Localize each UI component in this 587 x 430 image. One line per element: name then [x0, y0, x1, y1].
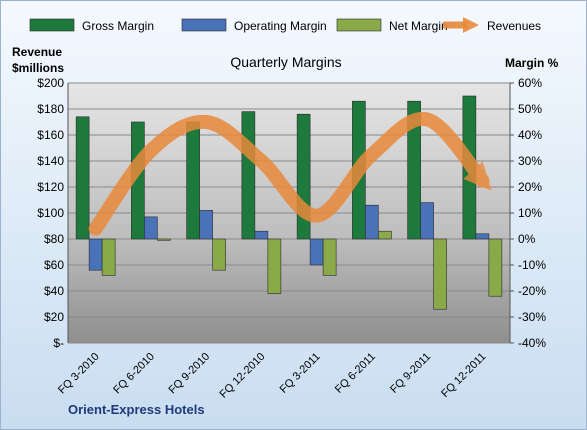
legend-label: Revenues [487, 19, 541, 33]
bar-operating-margin [144, 216, 158, 240]
bar-net-margin [378, 230, 392, 240]
legend: Gross Margin Operating Margin Net Margin Re… [29, 17, 541, 33]
left-tick-label: $160 [37, 128, 64, 142]
right-tick-label: 50% [518, 102, 542, 116]
right-tick-label: 0% [518, 232, 536, 246]
bar-operating-margin [254, 230, 269, 240]
left-tick-label: $200 [37, 76, 64, 90]
bar-net-margin [322, 238, 337, 276]
legend-label: Operating Margin [234, 19, 327, 33]
bar-gross-margin [407, 100, 421, 240]
right-tick-label: 10% [518, 206, 542, 220]
left-tick-label: $180 [37, 102, 64, 116]
right-tick-label: -40% [518, 336, 546, 350]
legend-arrow-revenues [463, 17, 479, 33]
bar-operating-margin [420, 202, 434, 240]
left-tick-label: $80 [44, 232, 64, 246]
revenue-line [88, 111, 492, 236]
legend-swatch-gross-margin [29, 18, 75, 32]
bar-operating-margin [475, 233, 490, 240]
right-tick-label: -30% [518, 310, 546, 324]
bar-operating-margin [309, 238, 324, 266]
bar-operating-margin [88, 238, 103, 271]
right-tick-label: -10% [518, 258, 546, 272]
right-axis-ticks: -40% -30% -20% -10% 0% 10% 20% 30% 40% 50% 60% [509, 76, 546, 350]
bar-net-margin [488, 238, 503, 297]
chart-title: Quarterly Margins [230, 54, 341, 70]
bar-operating-margin [365, 204, 379, 240]
left-tick-label: $100 [37, 206, 64, 220]
revenue-line-group [88, 111, 492, 236]
bar-net-margin [433, 238, 447, 310]
bar-net-margin [157, 238, 171, 241]
left-tick-label: $60 [44, 258, 64, 272]
left-tick-label: $40 [44, 284, 64, 298]
left-tick-label: $140 [37, 154, 64, 168]
legend-label: Gross Margin [82, 19, 154, 33]
legend-label: Net Margin [389, 19, 448, 33]
left-axis-ticks: $- $20 $40 $60 $80 $100 $120 $140 $160 $180 $200 [37, 76, 69, 350]
right-axis-label: Margin % [505, 56, 559, 70]
right-tick-label: 60% [518, 76, 542, 90]
bar-net-margin [101, 238, 116, 276]
left-tick-label: $- [53, 336, 64, 350]
left-axis-label-line2: $millions [12, 61, 64, 75]
bar-gross-margin [241, 111, 256, 240]
left-tick-label: $120 [37, 180, 64, 194]
legend-swatch-net-margin [336, 18, 382, 32]
left-axis-label-line1: Revenue [12, 45, 62, 59]
right-tick-label: 20% [518, 180, 542, 194]
bar-gross-margin [75, 116, 90, 240]
footer-company: Orient-Express Hotels [68, 402, 205, 417]
left-tick-label: $20 [44, 310, 64, 324]
right-tick-label: 30% [518, 154, 542, 168]
bar-net-margin [267, 238, 282, 294]
bar-net-margin [212, 238, 226, 271]
bar-gross-margin [186, 121, 200, 240]
bar-operating-margin [199, 210, 213, 240]
legend-swatch-operating-margin [181, 18, 227, 32]
right-tick-label: -20% [518, 284, 546, 298]
right-tick-label: 40% [518, 128, 542, 142]
